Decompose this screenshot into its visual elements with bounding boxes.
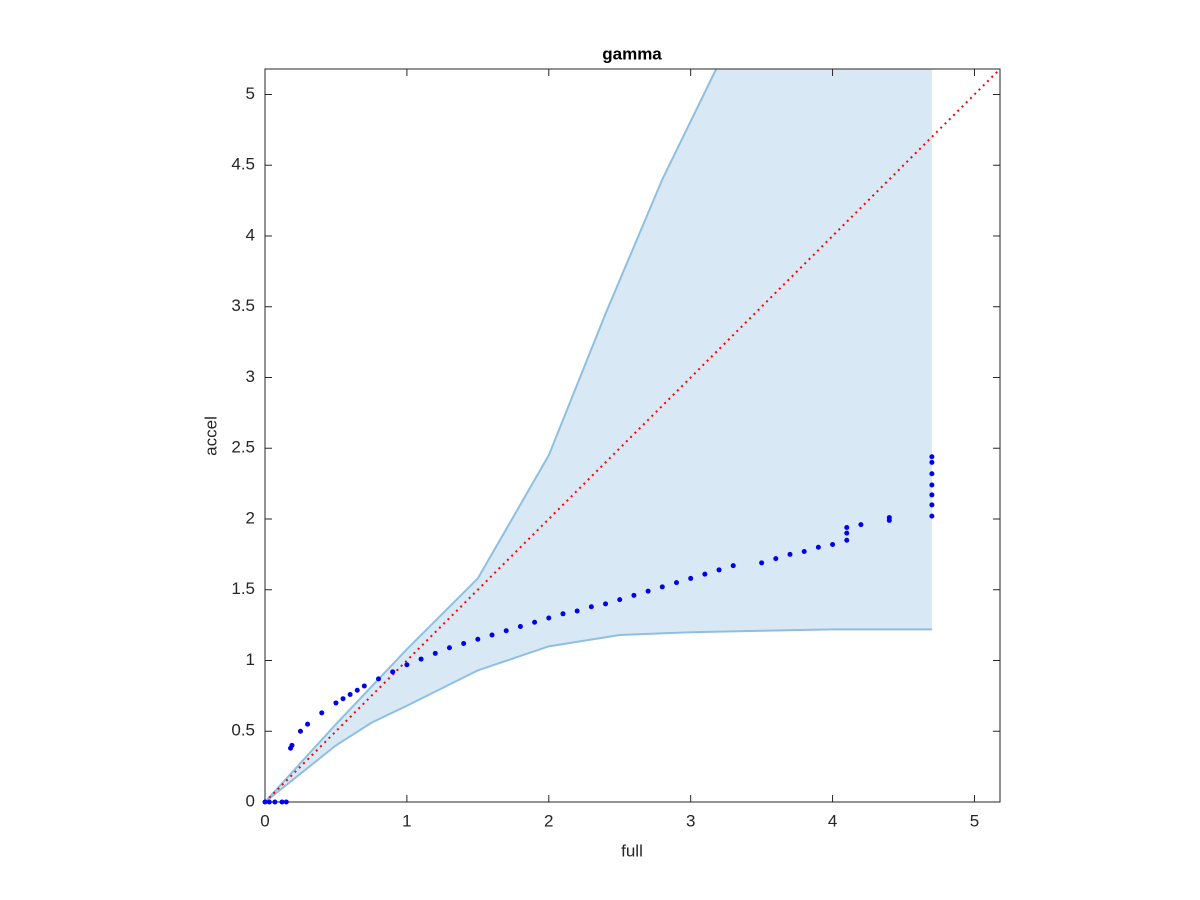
scatter-point <box>266 799 272 805</box>
scatter-point <box>929 502 935 508</box>
scatter-point <box>333 700 339 706</box>
x-tick-label: 3 <box>686 811 695 830</box>
x-axis-label: full <box>621 841 643 860</box>
band-lower <box>264 628 932 803</box>
scatter-point <box>830 541 836 547</box>
scatter-point <box>546 615 552 621</box>
y-tick-label: 0 <box>246 791 255 810</box>
scatter-point <box>929 492 935 498</box>
scatter-point <box>858 522 864 528</box>
scatter-point <box>773 556 779 562</box>
scatter-point <box>929 471 935 477</box>
band-upper <box>264 68 718 803</box>
y-tick-label: 2 <box>246 508 255 527</box>
scatter-point <box>702 571 708 577</box>
scatter-point <box>574 608 580 614</box>
scatter-point <box>461 641 467 647</box>
scatter-point <box>354 687 360 693</box>
y-tick-label: 4.5 <box>231 155 255 174</box>
scatter-point <box>929 482 935 488</box>
scatter-point <box>404 662 410 668</box>
scatter-point <box>262 799 268 805</box>
scatter-point <box>688 575 694 581</box>
scatter-point <box>759 560 765 566</box>
reference-line <box>264 68 1001 803</box>
scatter-point <box>418 656 424 662</box>
y-tick-label: 4 <box>246 225 255 244</box>
scatter-point <box>272 799 278 805</box>
scatter-point <box>929 513 935 519</box>
band-area <box>265 69 932 802</box>
scatter-point <box>844 530 850 536</box>
scatter-point <box>289 742 295 748</box>
scatter-point <box>588 604 594 610</box>
x-tick-label: 4 <box>828 811 837 830</box>
scatter-point <box>929 454 935 460</box>
x-tick-label: 2 <box>544 811 553 830</box>
x-tick-label: 1 <box>402 811 411 830</box>
y-tick-label: 3 <box>246 367 255 386</box>
x-tick-label: 5 <box>970 811 979 830</box>
scatter-point <box>673 580 679 586</box>
scatter-point <box>844 524 850 530</box>
scatter-point <box>929 459 935 465</box>
scatter-point <box>631 592 637 598</box>
scatter-point <box>645 588 651 594</box>
scatter-point <box>305 721 311 727</box>
scatter-point <box>347 691 353 697</box>
y-tick-label: 1.5 <box>231 579 255 598</box>
scatter-point <box>560 611 566 617</box>
y-tick-label: 0.5 <box>231 721 255 740</box>
scatter-point <box>532 619 538 625</box>
chart-title: gamma <box>602 44 662 63</box>
scatter-point <box>390 669 396 675</box>
scatter-point <box>603 601 609 607</box>
y-tick-label: 5 <box>246 84 255 103</box>
scatter-point <box>815 544 821 550</box>
scatter-point <box>730 563 736 569</box>
scatter-point <box>376 676 382 682</box>
y-tick-label: 1 <box>246 650 255 669</box>
y-axis-label: accel <box>201 416 220 456</box>
scatter-point <box>319 710 325 716</box>
scatter-point <box>716 567 722 573</box>
scatter-point <box>489 632 495 638</box>
scatter-point <box>617 597 623 603</box>
scatter-point <box>361 683 367 689</box>
scatter-point <box>844 537 850 543</box>
scatter-point <box>446 645 452 651</box>
y-tick-label: 2.5 <box>231 438 255 457</box>
axes-box <box>264 68 1001 803</box>
scatter-point <box>475 636 481 642</box>
scatter-point <box>279 799 285 805</box>
x-tick-label: 0 <box>260 811 269 830</box>
scatter-point <box>503 628 509 634</box>
scatter-point <box>340 696 346 702</box>
scatter-point <box>297 728 303 734</box>
scatter-point <box>659 584 665 590</box>
scatter-point <box>886 515 892 521</box>
scatter-point <box>801 549 807 555</box>
scatter-point <box>432 650 438 656</box>
y-tick-label: 3.5 <box>231 296 255 315</box>
scatter-point <box>283 799 289 805</box>
scatter-point <box>787 551 793 557</box>
scatter-point <box>517 624 523 630</box>
